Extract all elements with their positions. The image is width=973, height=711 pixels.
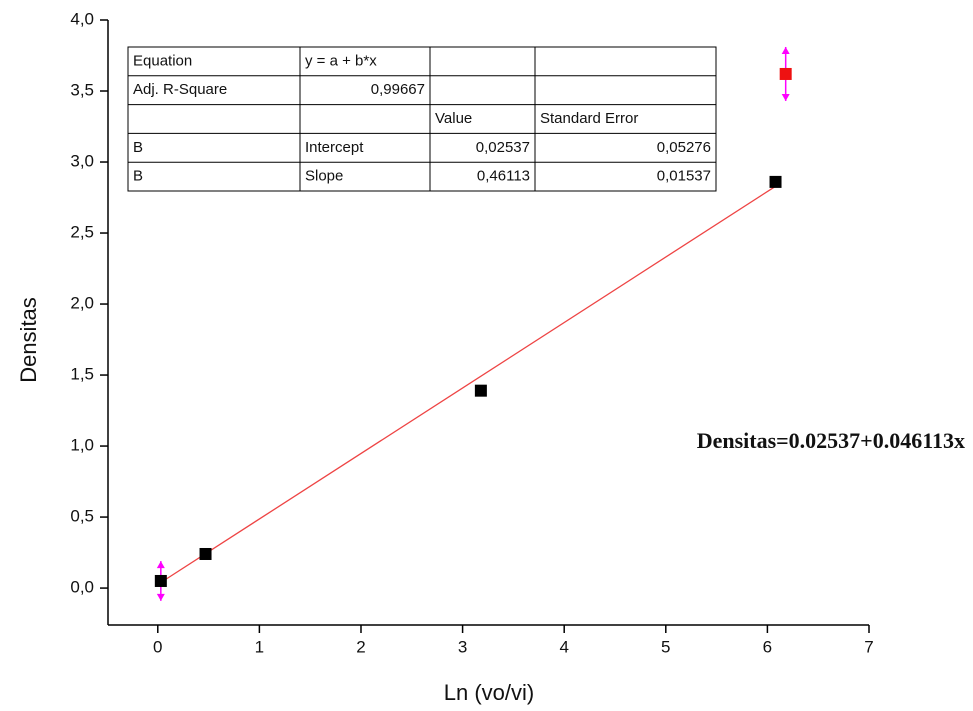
y-tick-label: 4,0 xyxy=(70,9,94,28)
y-tick-label: 1,0 xyxy=(70,436,94,455)
table-cell: Standard Error xyxy=(540,110,638,127)
y-tick-label: 2,5 xyxy=(70,223,94,242)
equation-annotation: Densitas=0.02537+0.046113x xyxy=(697,428,965,453)
y-axis-label: Densitas xyxy=(16,297,41,383)
point xyxy=(154,574,167,587)
x-tick-label: 7 xyxy=(864,637,873,656)
y-tick-label: 0,5 xyxy=(70,507,94,526)
table-cell: Equation xyxy=(133,52,192,69)
y-tick-label: 3,5 xyxy=(70,80,94,99)
table-frame xyxy=(127,46,717,192)
x-tick-label: 6 xyxy=(763,637,772,656)
table-cell: Intercept xyxy=(305,139,364,156)
table-cell: B xyxy=(133,139,143,156)
point xyxy=(779,67,792,80)
table-cell: B xyxy=(133,168,143,185)
table-cell: 0,46113 xyxy=(477,168,530,185)
fit-line xyxy=(160,185,776,584)
table-cell: Slope xyxy=(305,168,343,185)
y-tick-label: 2,0 xyxy=(70,294,94,313)
x-tick-label: 3 xyxy=(458,637,467,656)
table-cell: 0,02537 xyxy=(476,139,530,156)
y-tick-label: 0,0 xyxy=(70,578,94,597)
y-tick-label: 3,0 xyxy=(70,152,94,171)
point xyxy=(474,384,487,397)
point xyxy=(769,175,782,188)
x-tick-label: 4 xyxy=(559,637,568,656)
x-tick-label: 1 xyxy=(255,637,264,656)
x-tick-label: 2 xyxy=(356,637,365,656)
table-cell: y = a + b*x xyxy=(305,52,377,69)
table-cell: 0,01537 xyxy=(657,168,711,185)
x-tick-label: 0 xyxy=(153,637,162,656)
x-axis-label: Ln (vo/vi) xyxy=(444,680,534,705)
table-cell: Adj. R-Square xyxy=(133,81,227,98)
table-cell: Value xyxy=(435,110,472,127)
point xyxy=(199,547,212,560)
y-tick-label: 1,5 xyxy=(70,365,94,384)
x-tick-label: 5 xyxy=(661,637,670,656)
table-cell: 0,99667 xyxy=(371,81,425,98)
table-cell: 0,05276 xyxy=(657,139,711,156)
